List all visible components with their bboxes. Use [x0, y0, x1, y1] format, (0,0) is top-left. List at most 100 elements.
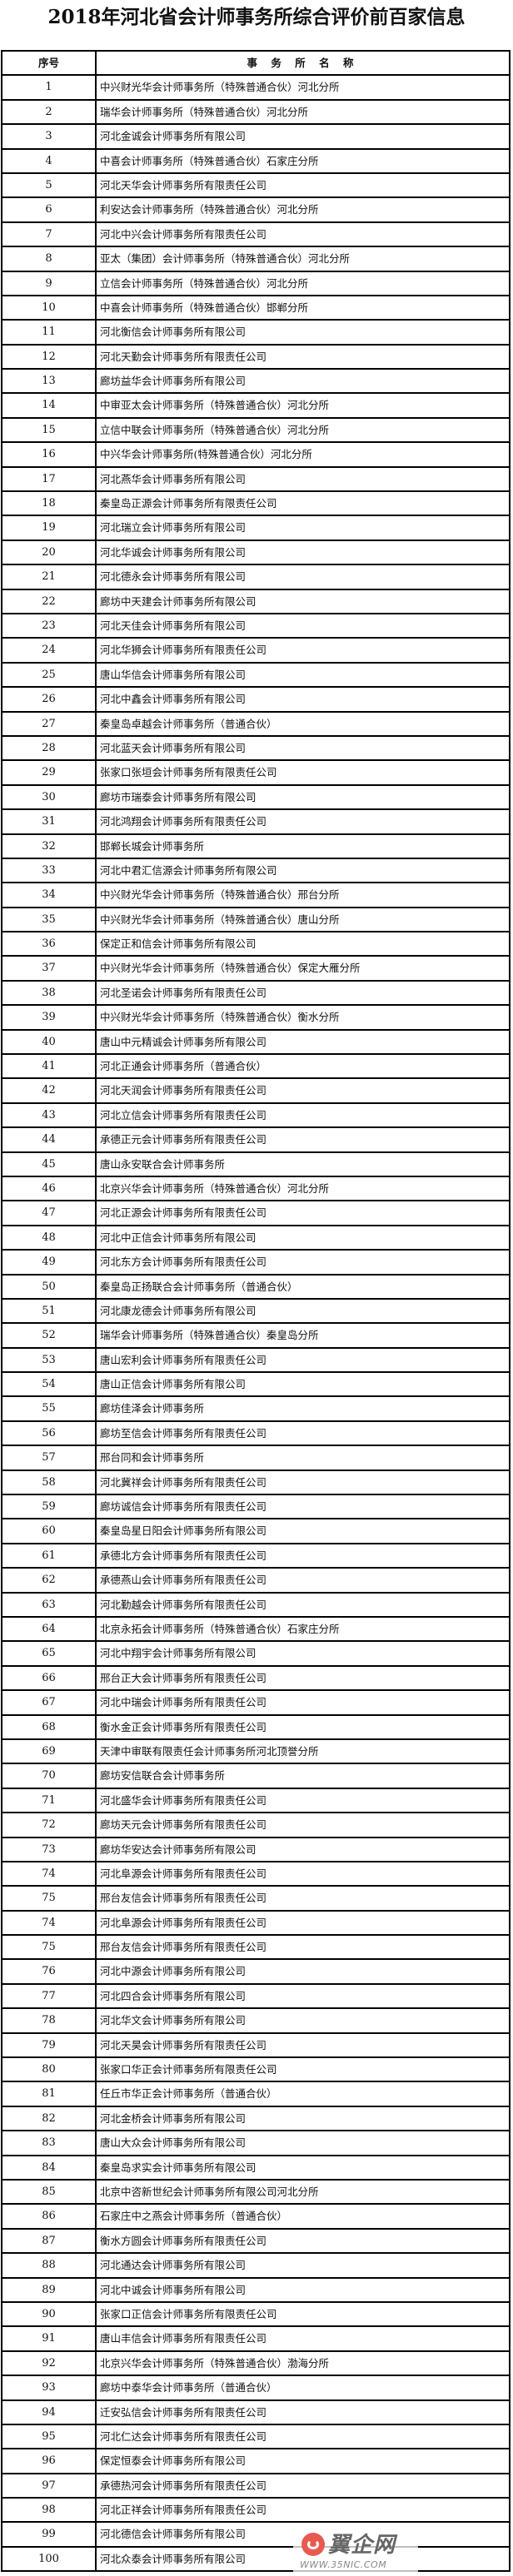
table-row: 29 张家口张垣会计师事务所有限责任公司 [2, 761, 509, 786]
row-number: 8 [2, 247, 97, 271]
row-number: 81 [2, 2082, 97, 2106]
table-row: 37 中兴财光华会计师事务所（特殊普通合伙）保定大雁分所 [2, 957, 509, 982]
row-number: 21 [2, 565, 97, 589]
row-number: 76 [2, 1960, 97, 1983]
firm-name: 承德正元会计师事务所有限责任公司 [100, 1133, 267, 1146]
table-row: 12 河北天勤会计师事务所有限责任公司 [2, 345, 509, 370]
table-row: 19 河北瑞立会计师事务所有限公司 [2, 516, 509, 541]
row-number: 6 [2, 198, 97, 221]
table-row: 68 衡水金正会计师事务所有限责任公司 [2, 1715, 509, 1740]
row-number: 42 [2, 1079, 97, 1102]
firm-name: 中喜会计师事务所（特殊普通合伙）邯郸分所 [100, 301, 309, 314]
table-row: 21 河北德永会计师事务所有限公司 [2, 565, 509, 590]
row-number: 77 [2, 1984, 97, 2008]
table-row: 100 河北众泰会计师事务所有限公司 [2, 2547, 509, 2573]
row-number: 88 [2, 2254, 97, 2277]
firm-name: 河北东方会计师事务所有限责任公司 [100, 1256, 267, 1269]
firm-name: 河北立信会计师事务所有限责任公司 [100, 1108, 267, 1121]
firm-name: 衡水方圆会计师事务所有限责任公司 [100, 2234, 267, 2247]
row-number: 92 [2, 2351, 97, 2375]
row-number: 96 [2, 2449, 97, 2473]
row-number: 55 [2, 1397, 97, 1420]
firm-name: 廊坊至信会计师事务所有限责任公司 [100, 1426, 267, 1440]
table-row: 26 河北中鑫会计师事务所有限公司 [2, 688, 509, 713]
table-row: 92 北京兴华会计师事务所（特殊普通合伙）渤海分所 [2, 2351, 509, 2377]
firm-name: 张家口张垣会计师事务所有限责任公司 [100, 766, 277, 779]
row-number: 79 [2, 2033, 97, 2057]
row-number: 47 [2, 1201, 97, 1225]
firm-name: 廊坊华安达会计师事务所有限公司 [100, 1842, 256, 1856]
row-number: 75 [2, 1887, 97, 1910]
firm-name: 唐山宏利会计师事务所有限责任公司 [100, 1353, 267, 1366]
table-row: 4 中喜会计师事务所（特殊普通合伙）石家庄分所 [2, 149, 509, 174]
logo-icon [301, 2533, 325, 2556]
table-row: 7 河北中兴会计师事务所有限责任公司 [2, 222, 509, 248]
row-number: 59 [2, 1495, 97, 1519]
row-number: 32 [2, 834, 97, 858]
row-number: 51 [2, 1299, 97, 1323]
table-row: 78 河北华文会计师事务所有限公司 [2, 2009, 509, 2034]
row-number: 67 [2, 1691, 97, 1714]
row-number: 56 [2, 1421, 97, 1445]
firm-name: 河北天佳会计师事务所有限公司 [100, 619, 247, 632]
row-number: 95 [2, 2424, 97, 2449]
table-row: 74 河北阜源会计师事务所有限责任公司 [2, 1911, 509, 1937]
firm-name: 中兴华会计师事务所(特殊普通合伙）河北分所 [100, 448, 312, 461]
row-number: 28 [2, 736, 97, 760]
table-row: 67 河北中瑞会计师事务所有限责任公司 [2, 1691, 509, 1716]
table-row: 42 河北天润会计师事务所有限责任公司 [2, 1079, 509, 1104]
table-row: 16 中兴华会计师事务所(特殊普通合伙）河北分所 [2, 443, 509, 468]
row-number: 29 [2, 761, 97, 784]
row-number: 100 [2, 2547, 97, 2571]
row-number: 93 [2, 2376, 97, 2399]
table-row: 11 河北衡信会计师事务所有限公司 [2, 321, 509, 346]
row-number: 31 [2, 810, 97, 833]
row-number: 26 [2, 688, 97, 711]
table-row: 34 中兴财光华会计师事务所（特殊普通合伙）邢台分所 [2, 883, 509, 908]
firm-name: 中兴财光华会计师事务所（特殊普通合伙）保定大雁分所 [100, 962, 361, 975]
firm-name: 立信会计师事务所（特殊普通合伙）河北分所 [100, 276, 309, 290]
table-row: 31 河北鸿翔会计师事务所有限责任公司 [2, 810, 509, 835]
table-row: 46 北京兴华会计师事务所（特殊普通合伙）河北分所 [2, 1176, 509, 1202]
table-row: 43 河北立信会计师事务所有限责任公司 [2, 1103, 509, 1129]
firm-name: 河北蓝天会计师事务所有限公司 [100, 741, 247, 754]
table-row: 32 邯郸长城会计师事务所 [2, 834, 509, 859]
table-row: 50 秦皇岛正扬联合会计师事务所（普通合伙） [2, 1275, 509, 1300]
firm-name: 河北天昊会计师事务所有限责任公司 [100, 2038, 267, 2051]
row-number: 49 [2, 1251, 97, 1274]
row-number: 98 [2, 2499, 97, 2522]
firm-name: 瑞华会计师事务所（特殊普通合伙）秦皇岛分所 [100, 1329, 319, 1342]
row-number: 40 [2, 1030, 97, 1054]
firm-name: 秦皇岛卓越会计师事务所（普通合伙） [100, 717, 277, 730]
firm-name: 秦皇岛正源会计师事务所有限责任公司 [100, 497, 277, 510]
row-number: 10 [2, 296, 97, 320]
table-row: 84 秦皇岛求实会计师事务所有限公司 [2, 2156, 509, 2181]
firm-name: 承德燕山会计师事务所有限责任公司 [100, 1574, 267, 1587]
row-number: 64 [2, 1618, 97, 1641]
firm-name: 瑞华会计师事务所（特殊普通合伙）河北分所 [100, 105, 309, 118]
table-row: 72 廊坊天元会计师事务所有限责任公司 [2, 1813, 509, 1838]
row-number: 3 [2, 125, 97, 148]
table-row: 33 河北中君汇信源会计师事务所有限公司 [2, 858, 509, 884]
row-number: 2 [2, 100, 97, 124]
firm-name: 中兴财光华会计师事务所（特殊普通合伙）河北分所 [100, 81, 340, 94]
row-number: 63 [2, 1593, 97, 1616]
row-number: 58 [2, 1470, 97, 1494]
firm-name: 邯郸长城会计师事务所 [100, 839, 205, 853]
firm-name: 河北天勤会计师事务所有限责任公司 [100, 350, 267, 363]
row-number: 16 [2, 443, 97, 466]
row-number: 87 [2, 2229, 97, 2253]
firm-name: 河北瑞立会计师事务所有限公司 [100, 521, 247, 535]
table-row: 62 承德燕山会计师事务所有限责任公司 [2, 1569, 509, 1594]
table-row: 41 河北正通会计师事务所（普通合伙） [2, 1055, 509, 1080]
firm-name: 河北四合会计师事务所有限公司 [100, 1989, 247, 2002]
firm-name: 中审亚太会计师事务所（特殊普通合伙）河北分所 [100, 399, 330, 412]
row-number: 86 [2, 2205, 97, 2228]
table-row: 82 河北金桥会计师事务所有限公司 [2, 2106, 509, 2132]
row-number: 38 [2, 981, 97, 1005]
firm-name: 河北中瑞会计师事务所有限责任公司 [100, 1696, 267, 1709]
table-row: 79 河北天昊会计师事务所有限责任公司 [2, 2033, 509, 2059]
firm-name: 河北众泰会计师事务所有限公司 [100, 2552, 247, 2565]
row-number: 61 [2, 1544, 97, 1568]
row-number: 91 [2, 2327, 97, 2350]
